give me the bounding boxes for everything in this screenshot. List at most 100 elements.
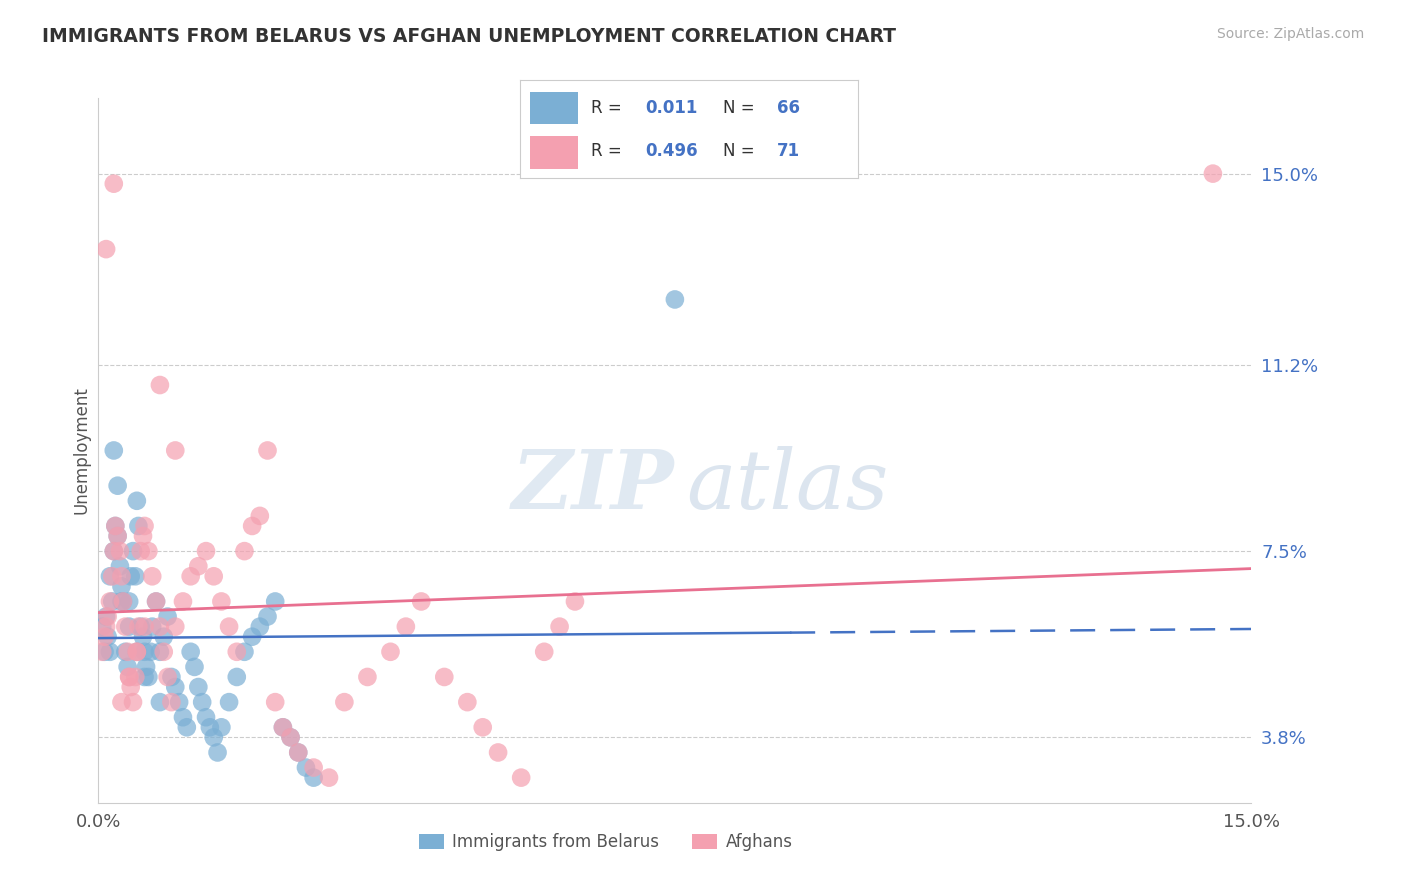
Point	[107, 478, 129, 492]
Point	[103, 544, 125, 558]
Point	[101, 594, 124, 608]
Point	[127, 519, 149, 533]
Point	[101, 569, 124, 583]
Point	[114, 645, 136, 659]
Point	[127, 620, 149, 634]
Text: 66: 66	[776, 99, 800, 117]
Point	[209, 720, 232, 734]
Text: 0.496: 0.496	[645, 142, 697, 160]
Point	[125, 645, 148, 659]
Point	[118, 670, 141, 684]
Point	[533, 645, 555, 659]
Text: 71: 71	[776, 142, 800, 160]
Point	[249, 620, 271, 634]
Point	[149, 620, 172, 634]
Point	[510, 771, 533, 785]
Point	[93, 645, 115, 659]
Point	[114, 620, 136, 634]
Point	[134, 519, 156, 533]
Point	[134, 620, 156, 634]
Point	[125, 645, 148, 659]
Point	[209, 594, 232, 608]
Point	[280, 731, 302, 745]
Point	[149, 695, 172, 709]
Point	[287, 746, 309, 760]
Point	[141, 620, 163, 634]
Text: Source: ZipAtlas.com: Source: ZipAtlas.com	[1216, 27, 1364, 41]
Point	[256, 609, 278, 624]
Point	[129, 544, 152, 558]
Point	[167, 695, 190, 709]
Point	[111, 594, 134, 608]
Point	[107, 529, 129, 543]
Point	[152, 630, 174, 644]
Point	[333, 695, 356, 709]
Point	[456, 695, 478, 709]
Point	[134, 645, 156, 659]
Point	[118, 620, 141, 634]
Text: R =: R =	[591, 99, 627, 117]
Point	[548, 620, 571, 634]
Point	[118, 670, 141, 684]
Point	[132, 529, 155, 543]
Point	[356, 670, 378, 684]
Point	[139, 645, 162, 659]
Point	[202, 731, 225, 745]
Point	[110, 579, 132, 593]
Point	[93, 630, 115, 644]
Point	[240, 519, 263, 533]
Text: 0.011: 0.011	[645, 99, 697, 117]
Text: IMMIGRANTS FROM BELARUS VS AFGHAN UNEMPLOYMENT CORRELATION CHART: IMMIGRANTS FROM BELARUS VS AFGHAN UNEMPL…	[42, 27, 896, 45]
Point	[134, 670, 156, 684]
Point	[124, 569, 146, 583]
Point	[564, 594, 586, 608]
Point	[380, 645, 402, 659]
Point	[94, 620, 117, 634]
Text: ZIP: ZIP	[512, 446, 675, 525]
Point	[104, 519, 127, 533]
Point	[165, 443, 187, 458]
Point	[1202, 167, 1225, 181]
Point	[98, 594, 121, 608]
Point	[180, 569, 202, 583]
Point	[149, 378, 172, 392]
Point	[132, 630, 155, 644]
Point	[108, 544, 131, 558]
Point	[98, 645, 121, 659]
Point	[124, 670, 146, 684]
Point	[218, 695, 240, 709]
Point	[110, 569, 132, 583]
Point	[302, 760, 325, 774]
Point	[240, 630, 263, 644]
Point	[287, 746, 309, 760]
Point	[104, 519, 127, 533]
Text: N =: N =	[723, 142, 759, 160]
Point	[129, 620, 152, 634]
Point	[156, 609, 179, 624]
Point	[138, 670, 160, 684]
Point	[183, 660, 205, 674]
Point	[118, 594, 141, 608]
Point	[160, 670, 183, 684]
Point	[120, 569, 142, 583]
Point	[664, 293, 686, 307]
Y-axis label: Unemployment: Unemployment	[72, 386, 90, 515]
Point	[108, 559, 131, 574]
Point	[187, 559, 209, 574]
Point	[145, 594, 167, 608]
Point	[486, 746, 509, 760]
Point	[195, 710, 218, 724]
Point	[225, 645, 247, 659]
Point	[149, 645, 172, 659]
Point	[207, 746, 229, 760]
Point	[233, 645, 256, 659]
Point	[160, 695, 183, 709]
Point	[176, 720, 198, 734]
Point	[122, 695, 145, 709]
Point	[302, 771, 325, 785]
Point	[125, 493, 148, 508]
Point	[103, 177, 125, 191]
Point	[122, 544, 145, 558]
Point	[165, 680, 187, 694]
Point	[152, 645, 174, 659]
